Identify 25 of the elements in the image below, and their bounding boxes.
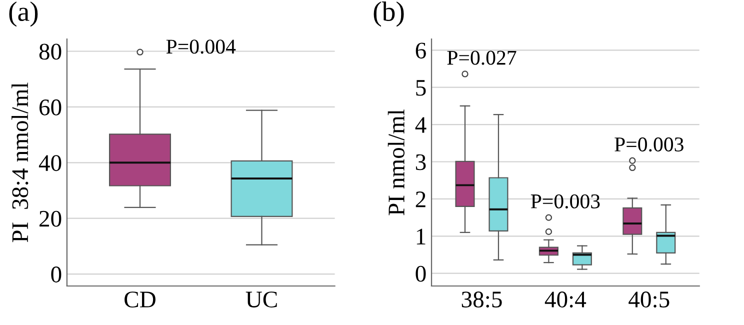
annotation: P=0.027 [447, 50, 516, 65]
chart-title: (a) [9, 2, 38, 27]
y-tick-label: 1 [416, 228, 426, 244]
y-tick-label: 5 [416, 80, 426, 96]
y-tick-label: 0 [416, 266, 426, 282]
y-axis-title: PI nmol/ml [388, 110, 404, 216]
x-tick-label: 40:4 [544, 292, 586, 308]
annotation: P=0.003 [530, 194, 600, 208]
y-tick-label: 6 [416, 42, 426, 59]
y-tick-label: 20 [40, 210, 62, 227]
y-tick-label: 3 [416, 154, 426, 170]
y-tick-label: 40 [38, 155, 62, 172]
x-tick-label: CD [124, 292, 156, 308]
y-tick-label: 2 [416, 192, 426, 208]
y-tick-label: 0 [51, 266, 62, 282]
y-tick-label: 80 [39, 44, 62, 60]
chart-title: (b) [374, 2, 404, 27]
x-tick-label: 38:5 [462, 292, 502, 308]
x-tick-label: 40:5 [628, 292, 670, 308]
y-tick-label: 60 [40, 99, 62, 116]
annotation: P=0.004 [166, 40, 236, 54]
y-tick-label: 4 [415, 117, 426, 133]
x-tick-label: UC [246, 292, 277, 308]
y-axis-title: PI 38:4 nmol/ml [12, 82, 28, 242]
annotation: P=0.003 [614, 137, 684, 152]
